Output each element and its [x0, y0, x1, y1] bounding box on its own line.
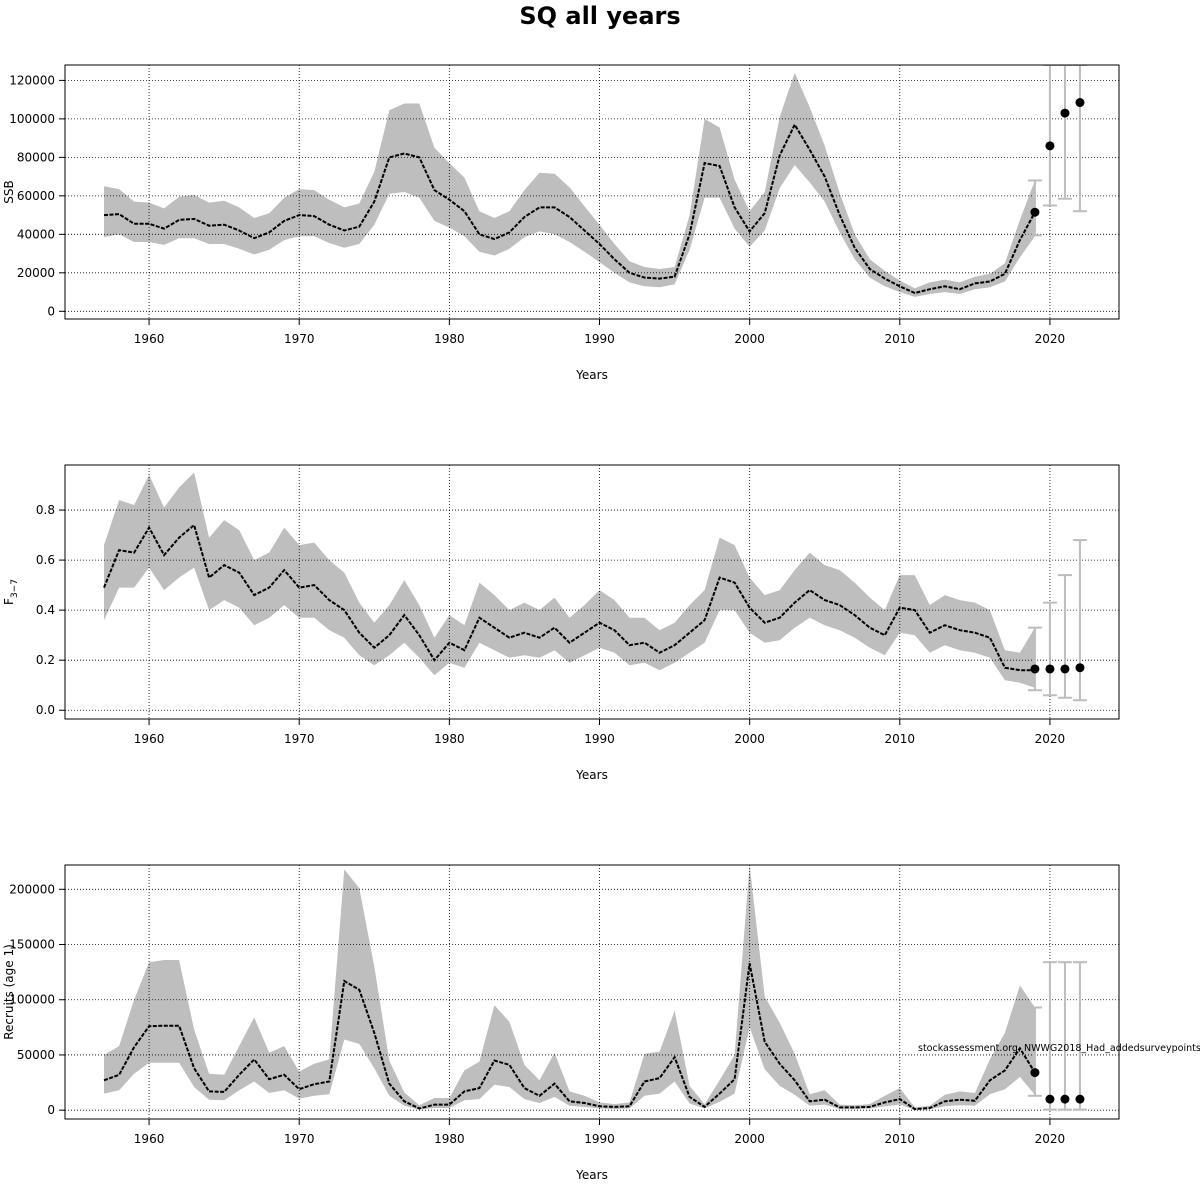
x-tick-label: 1980	[434, 732, 465, 746]
confidence-band	[104, 72, 1035, 297]
x-tick-label: 1990	[584, 732, 615, 746]
panel-1: 1960 1970 1980 1990 2000 2010 2020 0 20000 40000 6…	[2, 64, 1120, 382]
panel-3: 1960 1970 1980 1990 2000 2010 2020 0 50000 100000…	[2, 864, 1120, 1182]
x-tick-label: 1980	[434, 1132, 465, 1146]
y-tick-label: 0	[47, 1103, 55, 1117]
panels: 1960 1970 1980 1990 2000 2010 2020020000400006…	[2, 64, 1200, 1182]
y-tick-label: 100000	[9, 993, 55, 1007]
projection-point	[1060, 108, 1070, 118]
x-tick-label: 2010	[885, 332, 916, 346]
y-tick-label: 20000	[17, 266, 55, 280]
y-tick-label: 100000	[9, 112, 55, 126]
x-tick-label: 2020	[1035, 732, 1066, 746]
projection-point	[1075, 98, 1085, 108]
y-tick-label: 80000	[17, 150, 55, 164]
plot-frame	[64, 864, 1120, 1120]
plot-frame	[64, 64, 1120, 320]
source-note: stockassessment.org, NWWG2018_Had_addeds…	[918, 1043, 1200, 1054]
confidence-band	[104, 472, 1035, 688]
x-tick-label: 2010	[885, 1132, 916, 1146]
grid-lines	[65, 65, 1119, 319]
projection-point	[1075, 1094, 1085, 1104]
y-tick-label: 40000	[17, 227, 55, 241]
projection	[1027, 961, 1087, 1111]
y-tick-label: 200000	[9, 882, 55, 896]
y-tick-label: 0	[47, 304, 55, 318]
projection-point	[1030, 207, 1040, 217]
y-axis-label: SSB	[2, 180, 16, 203]
x-axis-label: Years	[575, 1168, 608, 1182]
x-tick-label: 1980	[434, 332, 465, 346]
y-tick-label: 0.2	[36, 653, 55, 667]
x-tick-label: 2010	[885, 732, 916, 746]
grid-lines	[65, 465, 1119, 719]
x-tick-label: 2000	[734, 732, 765, 746]
y-tick-label: 60000	[17, 189, 55, 203]
projection	[1027, 65, 1087, 237]
figure-title: SQ all years	[519, 2, 680, 30]
x-tick-label: 1960	[134, 732, 165, 746]
x-tick-label: 1970	[284, 732, 315, 746]
x-axis-label: Years	[575, 768, 608, 782]
x-tick-label: 1990	[584, 332, 615, 346]
projection-point	[1030, 664, 1040, 674]
x-tick-label: 1990	[584, 1132, 615, 1146]
projection-point	[1045, 1094, 1055, 1104]
y-tick-label: 0.0	[36, 703, 55, 717]
confidence-band	[104, 865, 1035, 1110]
plot-frame	[64, 464, 1120, 720]
x-tick-label: 2020	[1035, 1132, 1066, 1146]
x-tick-label: 2000	[734, 1132, 765, 1146]
x-axis-label: Years	[575, 368, 608, 382]
projection-point	[1045, 664, 1055, 674]
y-tick-label: 0.6	[36, 553, 55, 567]
x-tick-label: 1960	[134, 332, 165, 346]
y-axis-label: Recruits (age 1)	[2, 944, 16, 1040]
y-tick-label: 120000	[9, 73, 55, 87]
projection-point	[1060, 664, 1070, 674]
y-tick-label: 150000	[9, 938, 55, 952]
estimate-line	[103, 523, 1035, 672]
y-axis-label: F3−7	[2, 579, 20, 605]
x-tick-label: 1970	[284, 332, 315, 346]
x-tick-label: 1960	[134, 1132, 165, 1146]
projection-point	[1045, 141, 1055, 151]
projection	[1027, 539, 1087, 702]
estimate-line	[103, 122, 1036, 295]
panel-2: 1960 1970 1980 1990 2000 2010 2020 0.0 0.2 0.4 0.6…	[2, 464, 1120, 782]
y-tick-label: 0.4	[36, 603, 55, 617]
y-tick-label: 0.8	[36, 503, 55, 517]
x-tick-label: 1970	[284, 1132, 315, 1146]
projection-point	[1060, 1094, 1070, 1104]
projection-point	[1030, 1068, 1040, 1078]
x-tick-label: 2000	[734, 332, 765, 346]
projection-point	[1075, 663, 1085, 673]
y-tick-label: 50000	[17, 1048, 55, 1062]
estimate-line	[103, 963, 1036, 1111]
x-tick-label: 2020	[1035, 332, 1066, 346]
